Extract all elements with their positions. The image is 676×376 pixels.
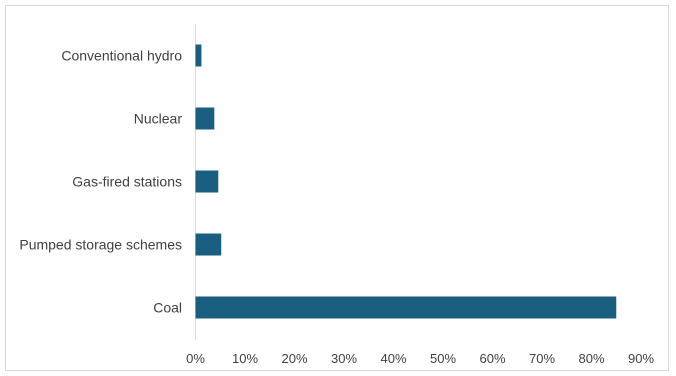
x-tick-label-80: 80%	[578, 351, 604, 366]
bar-nuclear	[195, 107, 215, 130]
bar-gas-fired-stations	[195, 170, 219, 193]
x-tick-label-50: 50%	[430, 351, 456, 366]
x-tick-label-40: 40%	[380, 351, 406, 366]
category-labels: Conventional hydro Nuclear Gas-fired stati…	[19, 48, 182, 316]
bar-coal	[195, 296, 617, 319]
x-tick-label-20: 20%	[281, 351, 307, 366]
category-label-nuclear: Nuclear	[134, 111, 183, 127]
x-tick-label-10: 10%	[232, 351, 258, 366]
category-label-pumped-storage-schemes: Pumped storage schemes	[19, 237, 182, 253]
x-tick-label-70: 70%	[529, 351, 555, 366]
bars-group	[195, 44, 617, 319]
category-label-coal: Coal	[153, 300, 182, 316]
x-tick-label-60: 60%	[479, 351, 505, 366]
x-tick-label-0: 0%	[186, 351, 205, 366]
x-tick-labels: 0% 10% 20% 30% 40% 50% 60% 70% 80% 90%	[186, 351, 654, 366]
category-label-conventional-hydro: Conventional hydro	[61, 48, 182, 64]
x-tick-label-30: 30%	[331, 351, 357, 366]
bar-pumped-storage-schemes	[195, 233, 222, 256]
bar-conventional-hydro	[195, 44, 202, 67]
x-tick-label-90: 90%	[628, 351, 654, 366]
category-label-gas-fired-stations: Gas-fired stations	[72, 174, 182, 190]
